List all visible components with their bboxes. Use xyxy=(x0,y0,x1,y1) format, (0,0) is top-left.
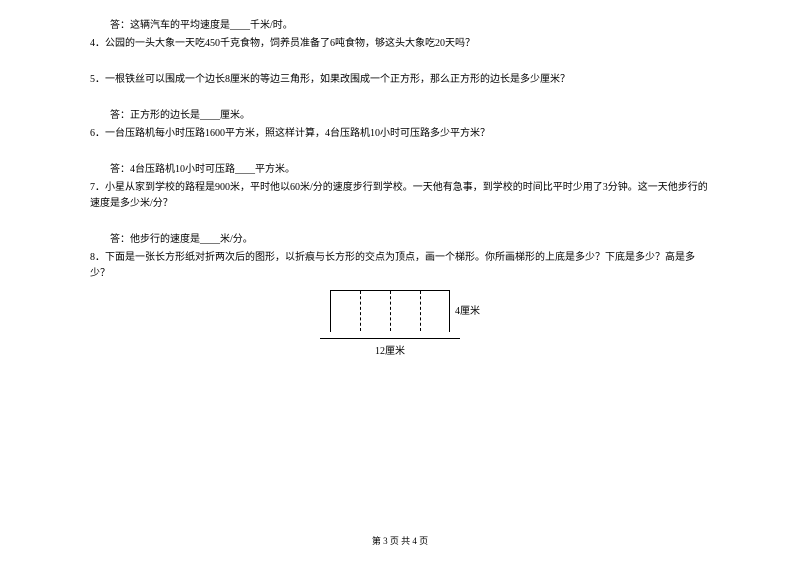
baseline xyxy=(320,338,460,339)
height-label: 4厘米 xyxy=(455,304,480,320)
fold-line-1 xyxy=(360,291,361,331)
q5: 5．一根铁丝可以围成一个边长8厘米的等边三角形，如果改围成一个正方形，那么正方形… xyxy=(90,72,710,88)
fold-line-3 xyxy=(420,291,421,331)
diagram-wrapper: 4厘米 12厘米 xyxy=(90,290,710,360)
q5-answer: 答：正方形的边长是____厘米。 xyxy=(90,108,710,124)
q8: 8．下面是一张长方形纸对折两次后的图形，以折痕与长方形的交点为顶点，画一个梯形。… xyxy=(90,250,710,282)
q7: 7．小星从家到学校的路程是900米，平时他以60米/分的速度步行到学校。一天他有… xyxy=(90,180,710,212)
q7-answer: 答：他步行的速度是____米/分。 xyxy=(90,232,710,248)
q6-answer: 答：4台压路机10小时可压路____平方米。 xyxy=(90,162,710,178)
document-content: 答：这辆汽车的平均速度是____千米/时。 4．公园的一头大象一天吃450千克食… xyxy=(0,0,800,360)
q6: 6．一台压路机每小时压路1600平方米，照这样计算，4台压路机10小时可压路多少… xyxy=(90,126,710,142)
page-footer: 第 3 页 共 4 页 xyxy=(0,534,800,547)
q3-answer: 答：这辆汽车的平均速度是____千米/时。 xyxy=(90,18,710,34)
q4: 4．公园的一头大象一天吃450千克食物，饲养员准备了6吨食物，够这头大象吃20天… xyxy=(90,36,710,52)
fold-line-2 xyxy=(390,291,391,331)
width-label: 12厘米 xyxy=(320,344,460,360)
fold-diagram: 4厘米 12厘米 xyxy=(320,290,480,360)
